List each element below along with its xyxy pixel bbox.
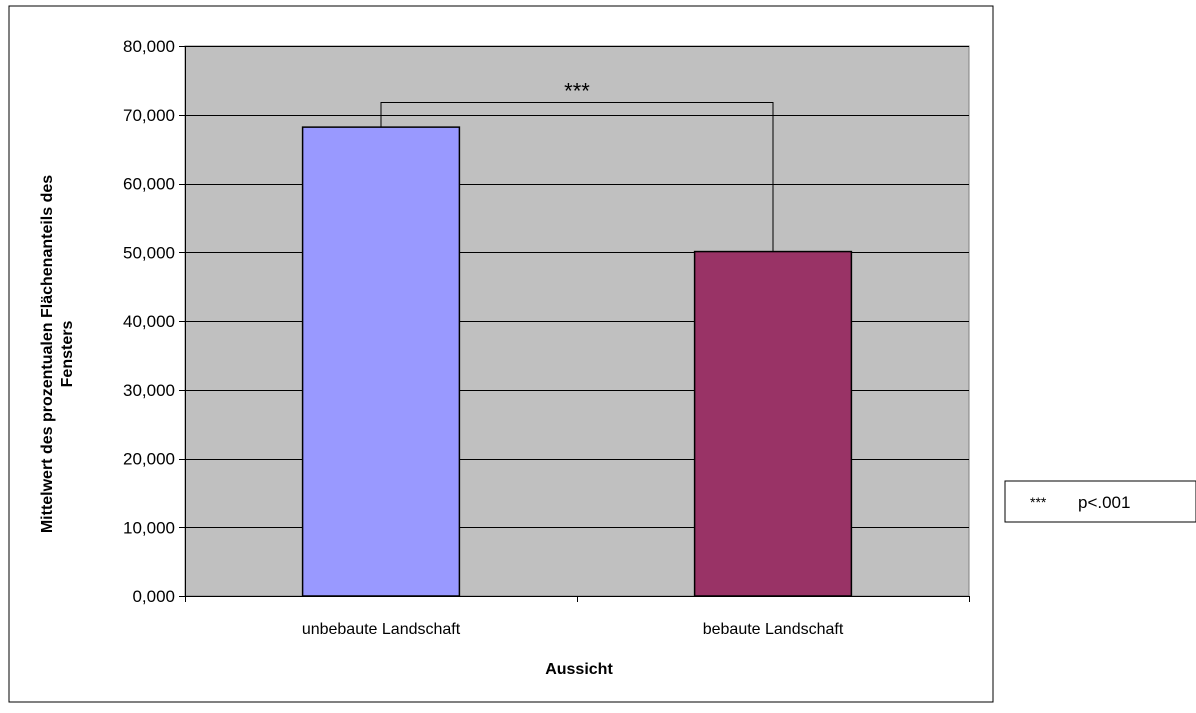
y-tick-label: 80,000 — [123, 37, 175, 56]
y-tick-label: 50,000 — [123, 243, 175, 262]
y-tick-label: 30,000 — [123, 381, 175, 400]
legend-symbol: *** — [1030, 494, 1047, 510]
bar — [301, 126, 461, 597]
bar — [693, 250, 853, 597]
y-tick-label: 0,000 — [132, 587, 175, 606]
x-axis-title: Aussicht — [545, 661, 613, 678]
legend-label: p<.001 — [1078, 493, 1130, 512]
x-tick-label: unbebaute Landschaft — [302, 621, 461, 638]
y-axis-title-line-2: Fensters — [59, 321, 76, 388]
y-axis-title-line-1: Mittelwert des prozentualen Flächenantei… — [39, 175, 56, 533]
legend: *** p<.001 — [1004, 480, 1196, 523]
x-tick-label: bebaute Landschaft — [703, 621, 844, 638]
legend-box — [1004, 480, 1196, 523]
x-tick-labels: unbebaute Landschaft bebaute Landschaft — [302, 621, 844, 638]
axes — [179, 46, 970, 602]
y-tick-label: 10,000 — [123, 518, 175, 537]
significance-bracket: *** — [380, 79, 774, 252]
y-tick-label: 40,000 — [123, 312, 175, 331]
bars — [301, 126, 853, 597]
y-axis-title: Mittelwert des prozentualen Flächenantei… — [39, 175, 76, 533]
y-tick-label: 60,000 — [123, 175, 175, 194]
significance-bracket-line — [380, 102, 774, 252]
y-tick-labels: 0,000 10,000 20,000 30,000 40,000 50,000 60,00… — [123, 37, 175, 606]
y-tick-label: 20,000 — [123, 450, 175, 469]
y-tick-label: 70,000 — [123, 106, 175, 125]
significance-marker: *** — [564, 79, 590, 104]
